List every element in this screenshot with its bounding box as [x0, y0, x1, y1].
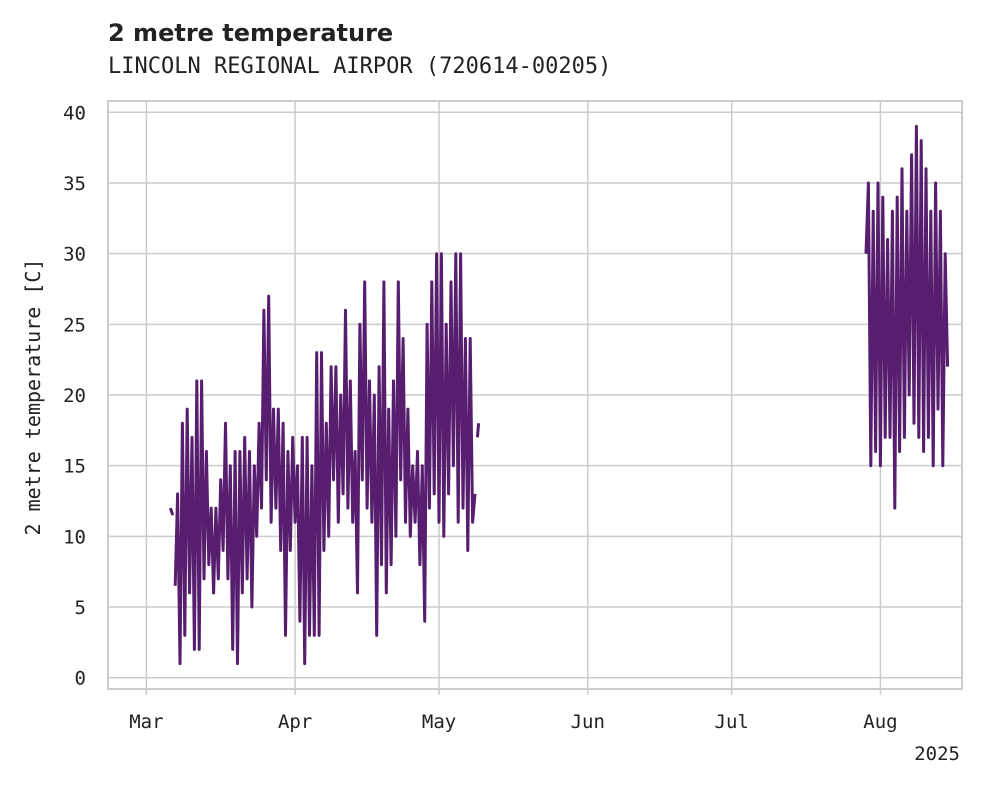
y-tick-label: 30 [63, 244, 86, 266]
y-axis-label: 2 metre temperature [C] [21, 259, 45, 536]
plot-frame [107, 100, 963, 690]
y-tick-label: 35 [63, 173, 86, 195]
y-tick-label: 20 [63, 385, 86, 407]
x-tick-label: Jun [571, 711, 605, 733]
axis-ticks: 0 5 10 15 20 25 30 35 40 Mar Apr May Jun Jul Aug [63, 102, 897, 733]
y-tick-label: 40 [63, 102, 86, 124]
x-tick-label: Jul [715, 711, 749, 733]
x-axis-year-label: 2025 [914, 743, 960, 765]
y-tick-label: 0 [75, 668, 86, 690]
y-tick-label: 15 [63, 456, 86, 478]
x-tick-label: May [422, 711, 456, 733]
chart-subtitle: LINCOLN REGIONAL AIRPOR (720614-00205) [108, 54, 611, 79]
grid [108, 101, 962, 689]
data-series [168, 124, 950, 666]
x-tick-label: Apr [278, 711, 312, 733]
x-tick-label: Aug [863, 711, 897, 733]
series-line [168, 124, 950, 666]
chart-title: 2 metre temperature [108, 19, 393, 47]
y-tick-label: 25 [63, 314, 86, 336]
y-tick-label: 5 [75, 597, 86, 619]
x-tick-label: Mar [129, 711, 163, 733]
y-tick-label: 10 [63, 526, 86, 548]
